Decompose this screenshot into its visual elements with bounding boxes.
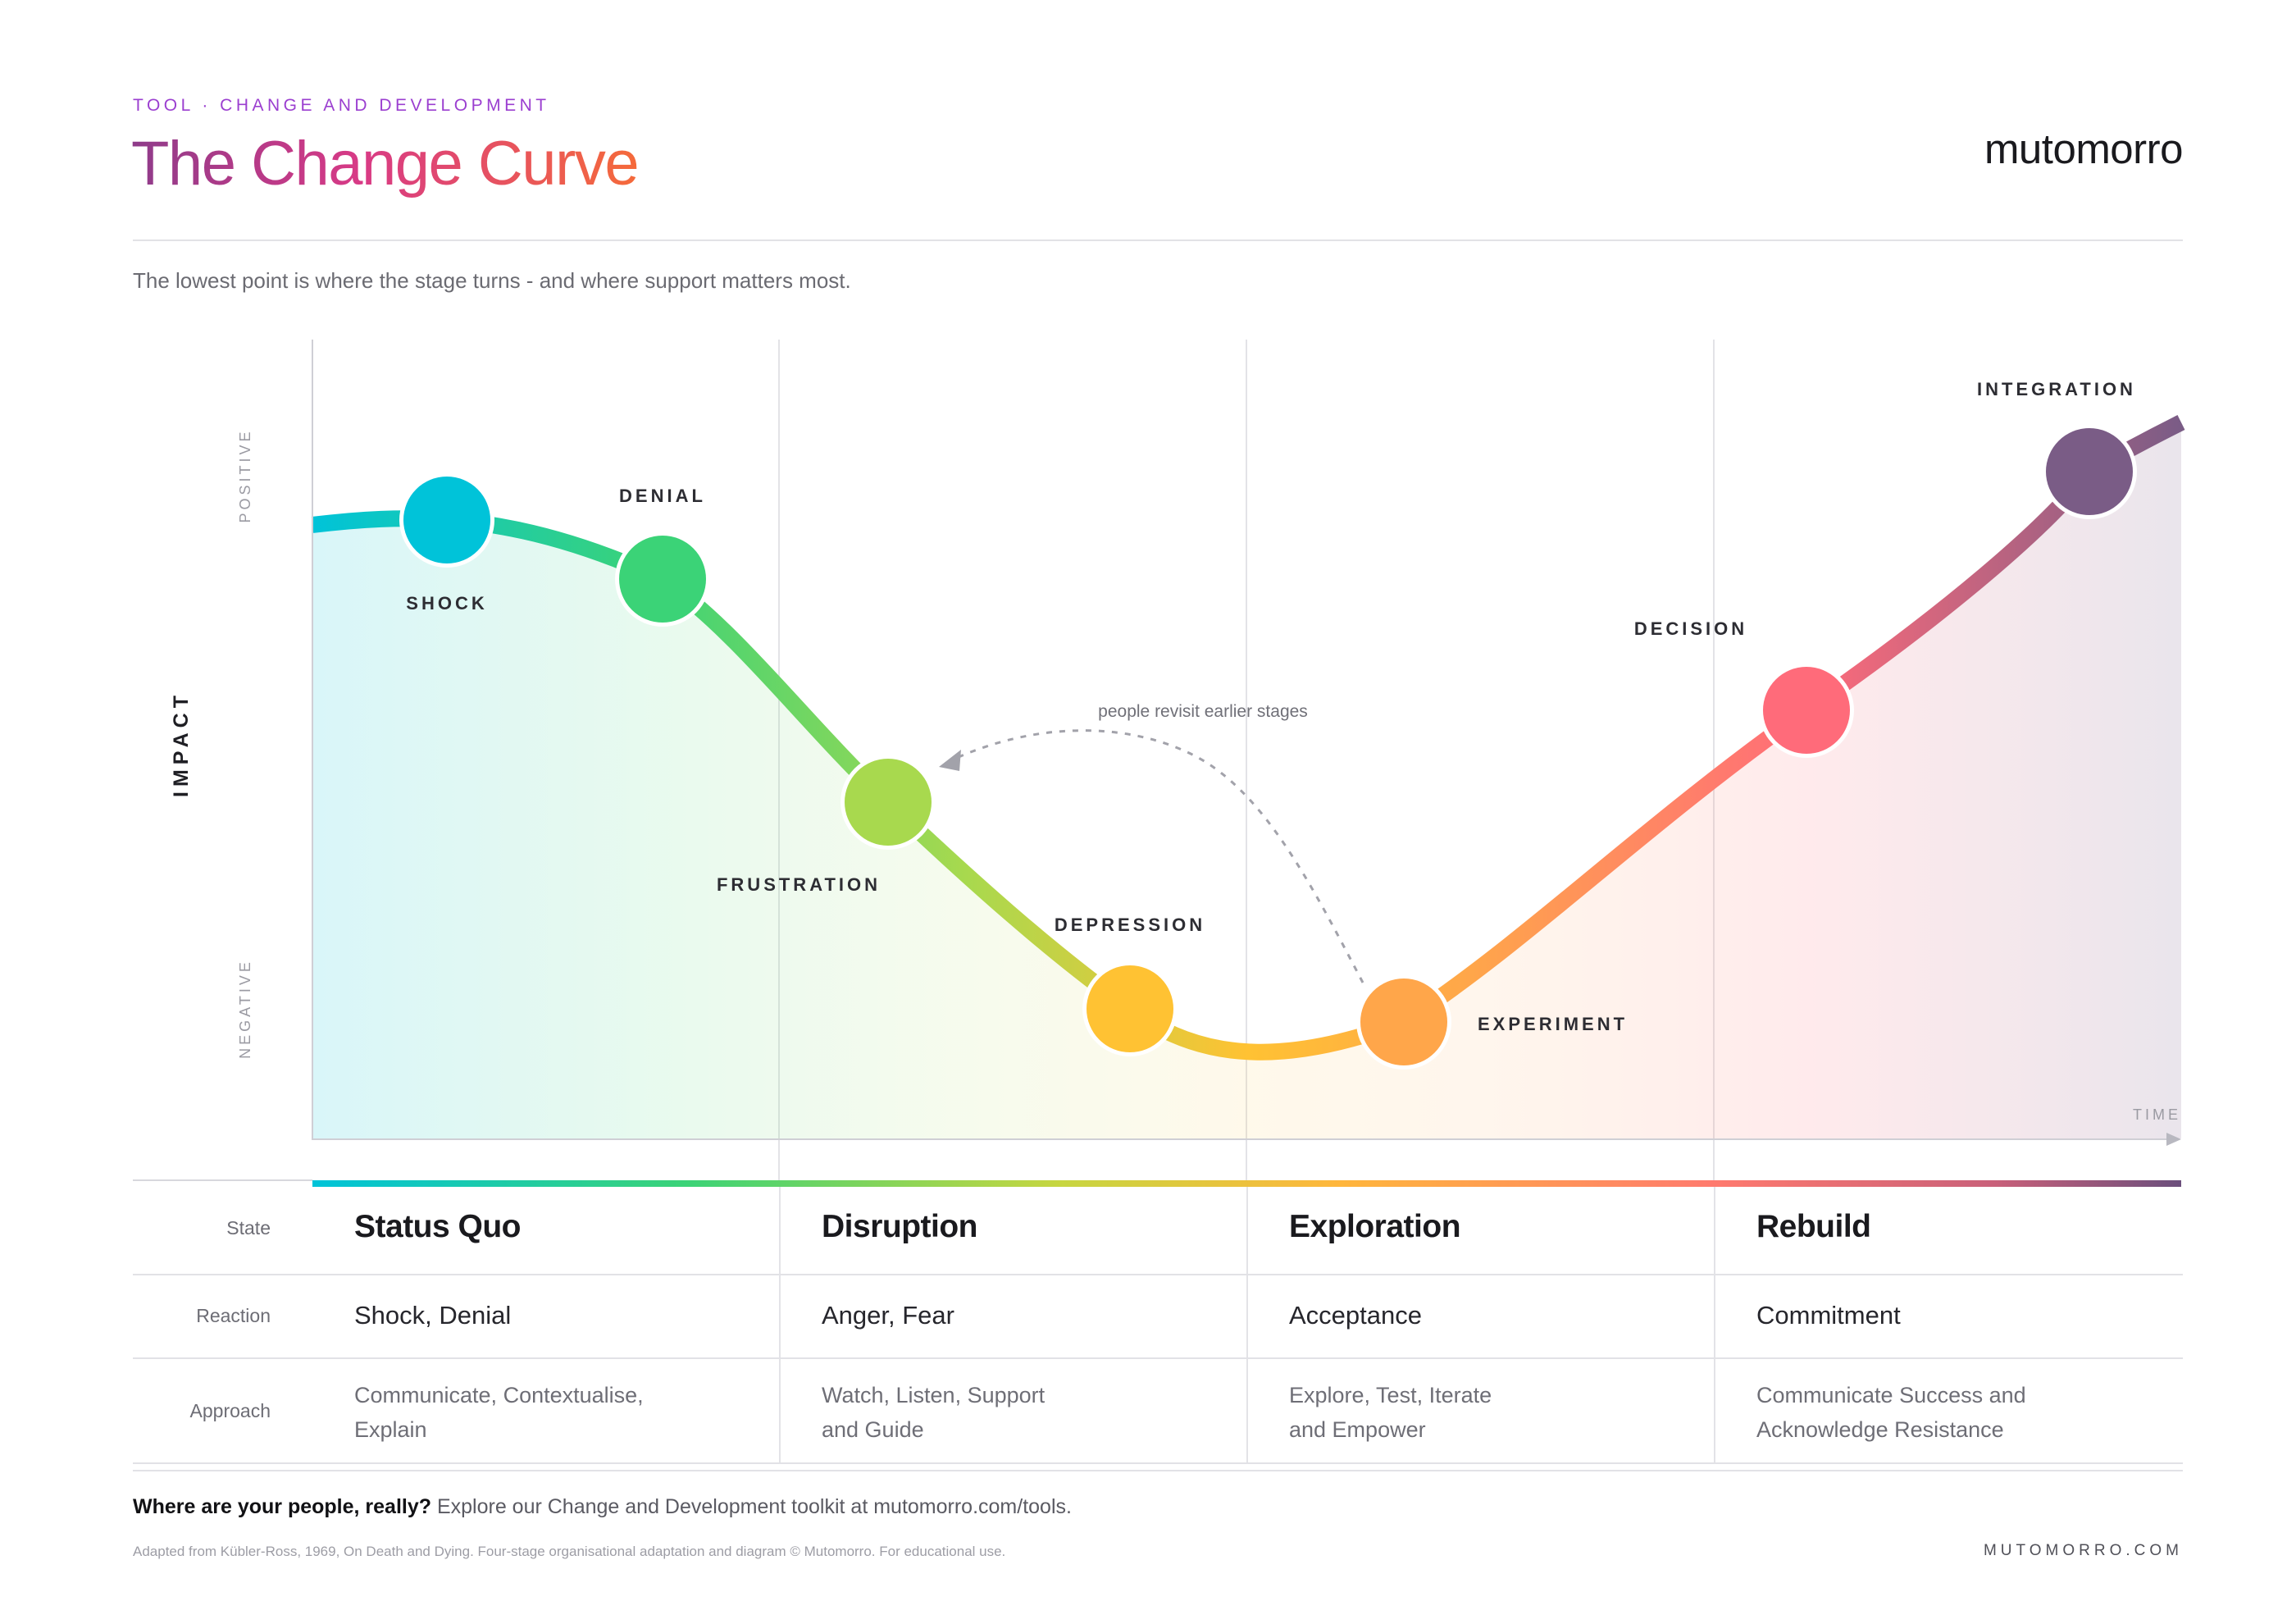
stage-label-integration: INTEGRATION	[1977, 379, 2136, 399]
approach-line: Communicate Success and	[1756, 1383, 2026, 1407]
state-exploration: Exploration	[1289, 1209, 1461, 1244]
reaction-disruption: Anger, Fear	[822, 1301, 954, 1330]
state-status-quo: Status Quo	[354, 1209, 522, 1244]
approach-line: Acknowledge Resistance	[1756, 1417, 2004, 1442]
revisit-arrowhead-icon	[939, 750, 961, 771]
row-label-reaction: Reaction	[196, 1305, 271, 1326]
reaction-status-quo: Shock, Denial	[354, 1301, 512, 1330]
stage-marker-integration	[2046, 428, 2133, 515]
table-row-rule	[133, 1274, 2183, 1275]
brand-logo: mutomorro	[1984, 125, 2184, 172]
table-divider	[1246, 1187, 1248, 1464]
footer-cta: Where are your people, really? Explore o…	[133, 1495, 1072, 1519]
change-curve-line	[311, 415, 2185, 1061]
approach-rebuild: Communicate Success and Acknowledge Resi…	[1756, 1378, 2084, 1447]
footer-divider	[133, 1470, 2183, 1471]
table-top-rule	[133, 1179, 312, 1181]
y-axis-label: IMPACT	[170, 691, 193, 797]
eyebrow-label: TOOL · CHANGE AND DEVELOPMENT	[133, 96, 550, 115]
table-row-rule	[133, 1462, 2183, 1464]
footer-cta-text: Explore our Change and Development toolk…	[431, 1495, 1072, 1518]
stage-marker-depression	[1086, 965, 1173, 1052]
x-axis-label: TIME	[2133, 1106, 2181, 1123]
stage-label-frustration: FRUSTRATION	[717, 874, 881, 895]
subtitle: The lowest point is where the stage turn…	[133, 268, 851, 293]
stage-label-decision: DECISION	[1634, 618, 1747, 639]
x-axis-arrow-icon	[2166, 1133, 2181, 1146]
header-divider	[133, 239, 2183, 241]
state-rebuild: Rebuild	[1756, 1209, 1871, 1244]
table-row-rule	[133, 1357, 2183, 1359]
curve-area	[312, 422, 2181, 1138]
stage-label-experiment: EXPERIMENT	[1478, 1014, 1628, 1034]
stage-markers	[399, 424, 2137, 1070]
stage-marker-shock	[403, 477, 490, 563]
stage-marker-experiment	[1360, 979, 1447, 1065]
y-low-label: NEGATIVE	[237, 959, 253, 1059]
page-title: The Change Curve	[131, 129, 640, 198]
reaction-exploration: Acceptance	[1289, 1301, 1422, 1330]
approach-line: Explore, Test, Iterate	[1289, 1383, 1492, 1407]
stage-marker-decision	[1763, 667, 1850, 754]
approach-line: Communicate, Contextualise,	[354, 1383, 644, 1407]
stage-label-shock: SHOCK	[406, 593, 487, 614]
approach-line: and Guide	[822, 1417, 924, 1442]
approach-status-quo: Communicate, Contextualise, Explain	[354, 1378, 682, 1447]
state-disruption: Disruption	[822, 1209, 977, 1244]
table-divider	[1714, 1187, 1715, 1464]
footer-credit: Adapted from Kübler-Ross, 1969, On Death…	[133, 1544, 1006, 1559]
stage-label-depression: DEPRESSION	[1055, 915, 1205, 935]
footer-site-link[interactable]: MUTOMORRO.COM	[1983, 1542, 2183, 1559]
y-high-label: POSITIVE	[237, 428, 253, 522]
reaction-rebuild: Commitment	[1756, 1301, 1901, 1330]
approach-line: and Empower	[1289, 1417, 1426, 1442]
approach-exploration: Explore, Test, Iterate and Empower	[1289, 1378, 1617, 1447]
footer-cta-bold: Where are your people, really?	[133, 1495, 432, 1518]
table-divider	[779, 1187, 781, 1464]
stage-gradient-bar	[312, 1180, 2181, 1187]
approach-line: Explain	[354, 1417, 427, 1442]
stage-label-denial: DENIAL	[619, 486, 706, 506]
approach-line: Watch, Listen, Support	[822, 1383, 1046, 1407]
row-label-state: State	[226, 1217, 271, 1239]
approach-disruption: Watch, Listen, Support and Guide	[822, 1378, 1150, 1447]
revisit-arrow	[949, 729, 1364, 983]
row-label-approach: Approach	[189, 1400, 271, 1421]
stage-marker-denial	[619, 536, 706, 623]
stage-marker-frustration	[845, 759, 932, 846]
revisit-annotation: people revisit earlier stages	[1098, 702, 1308, 721]
